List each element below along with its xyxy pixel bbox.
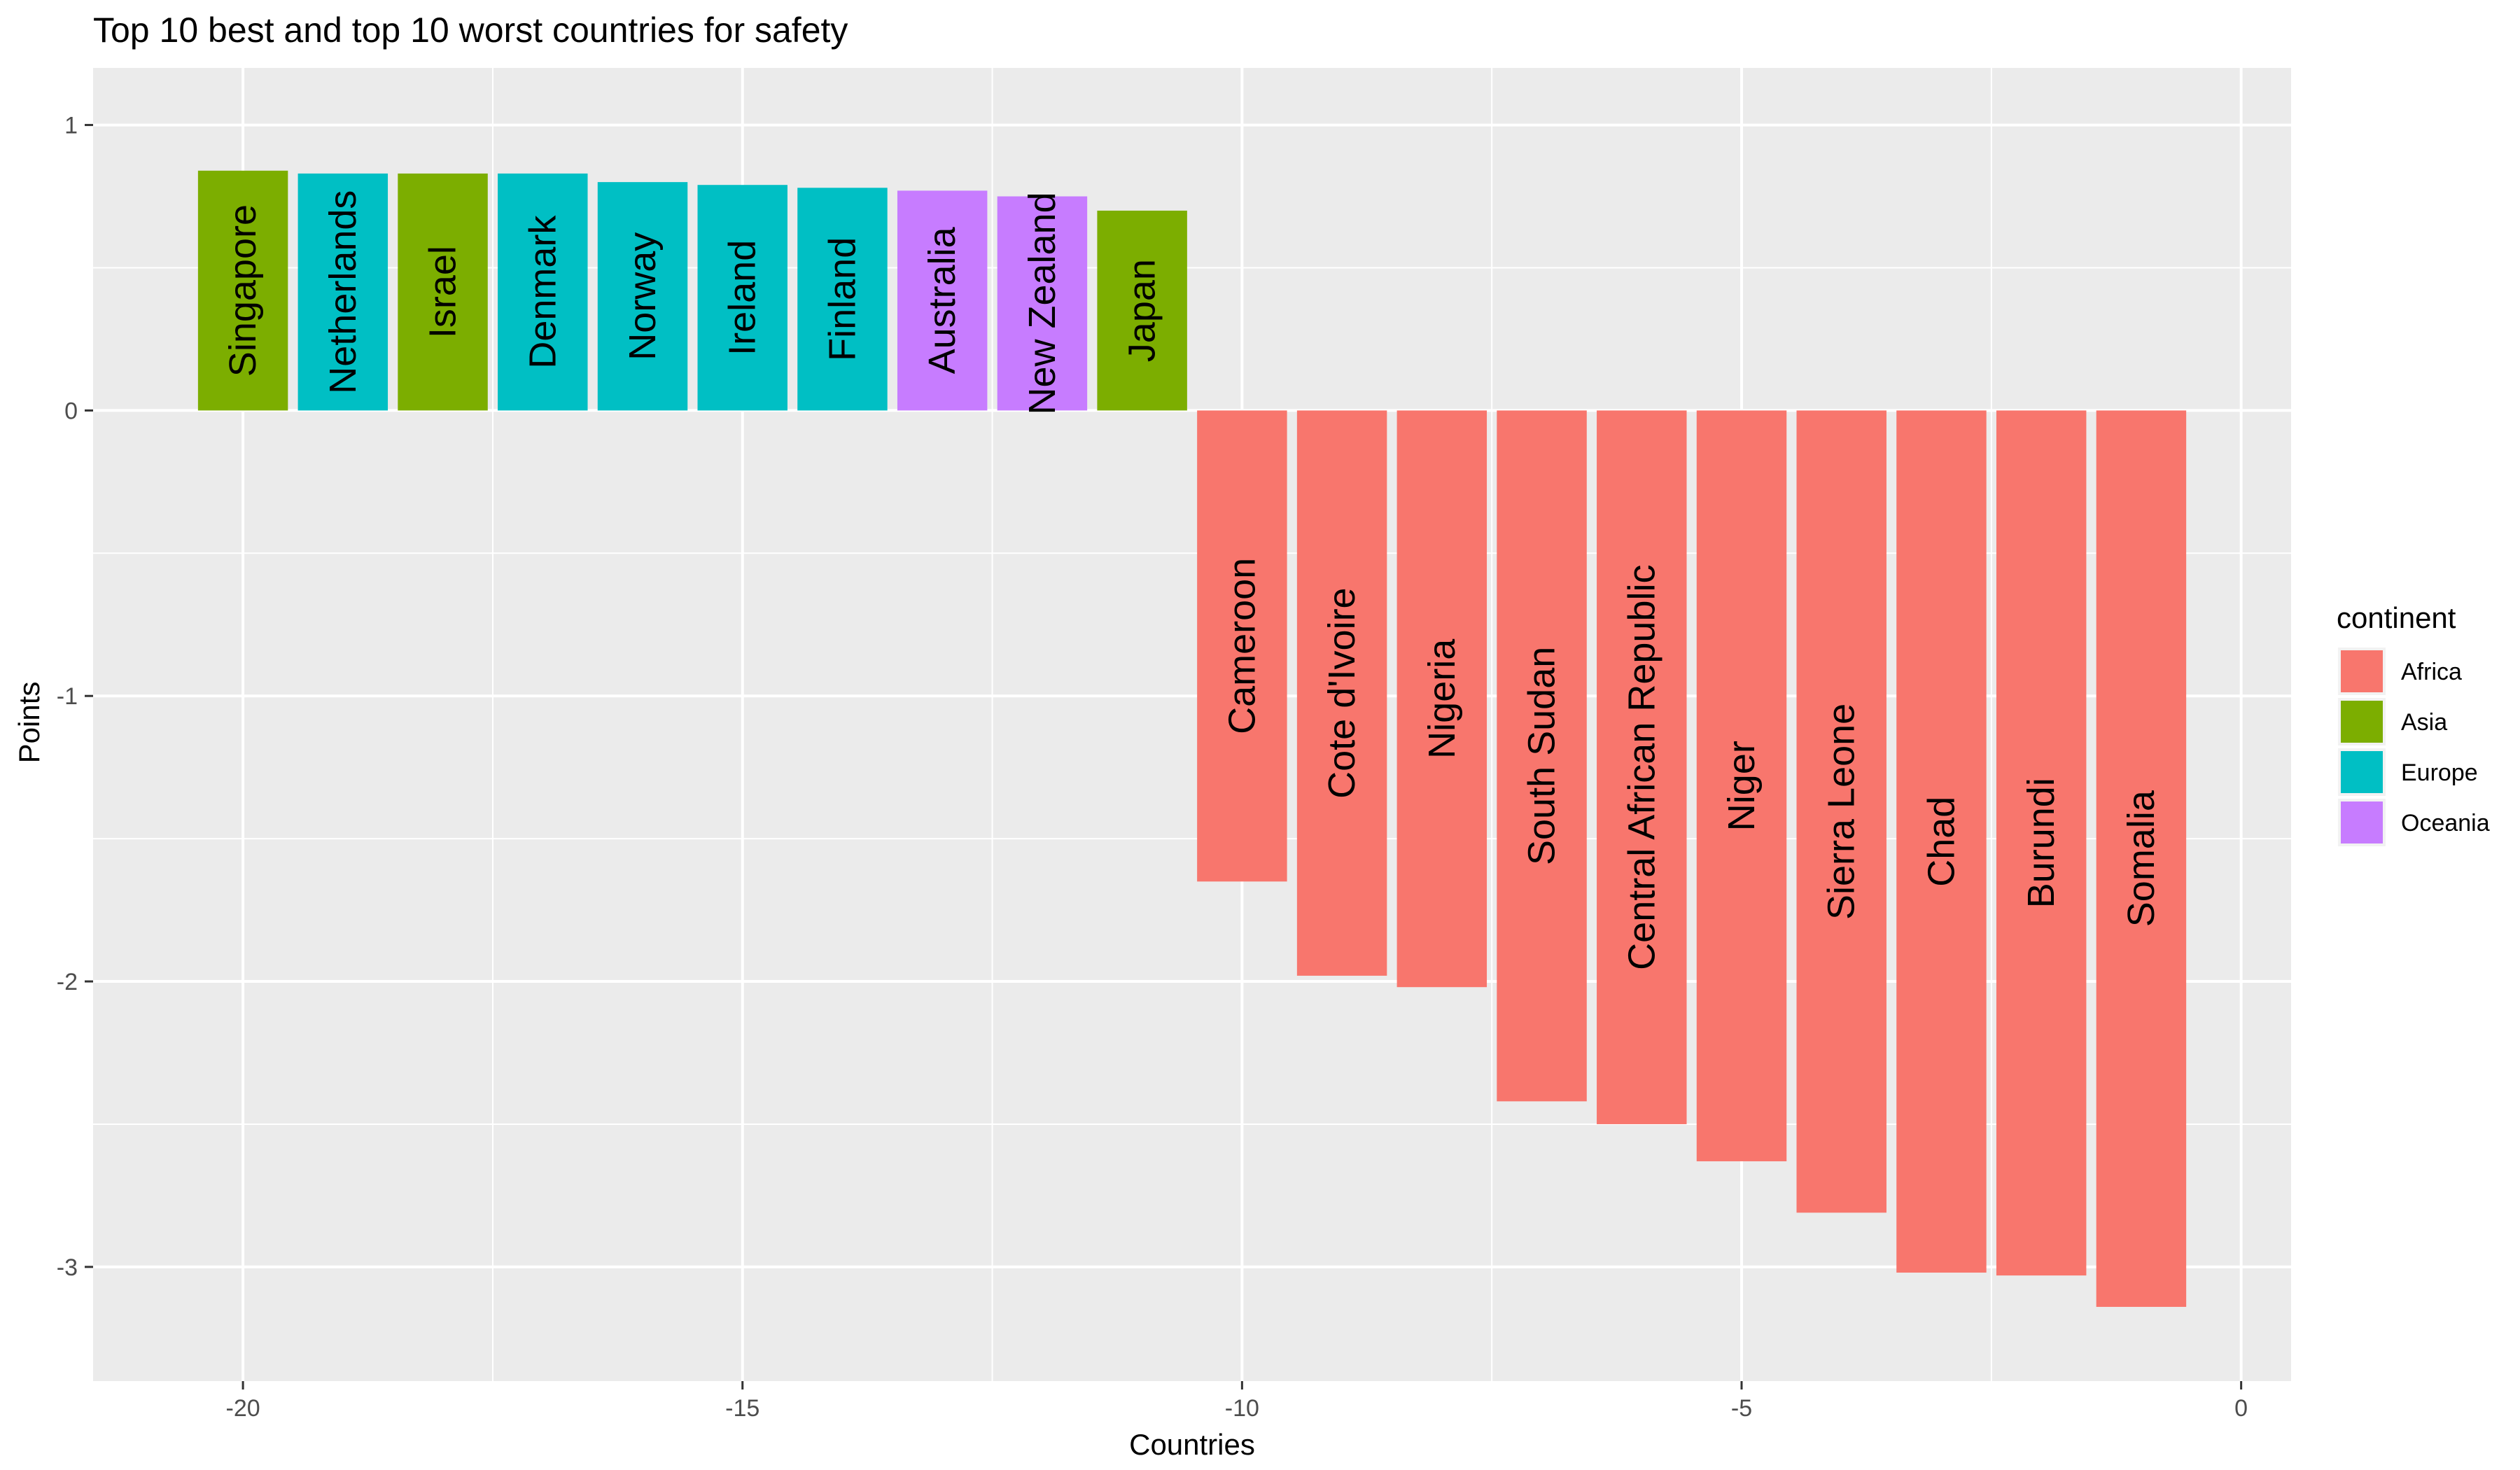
legend-swatch-europe	[2341, 751, 2383, 793]
bar-sierra-leone	[1796, 410, 1886, 1213]
legend-label: Oceania	[2401, 810, 2490, 836]
bar-label: Somalia	[2120, 790, 2162, 927]
chart-title: Top 10 best and top 10 worst countries f…	[93, 10, 848, 50]
bar-label: Burundi	[2020, 778, 2062, 908]
bar-label: Niger	[1721, 741, 1763, 831]
bar-cameroon	[1197, 410, 1287, 882]
bar-norway	[597, 182, 688, 411]
legend-swatch-africa	[2341, 650, 2383, 692]
bar-label: Ireland	[722, 240, 764, 356]
x-axis-title: Countries	[1129, 1428, 1255, 1461]
bar-label: Japan	[1121, 259, 1163, 362]
bar-label: Denmark	[522, 215, 564, 369]
bar-nigeria	[1396, 410, 1488, 988]
legend-swatch-oceania	[2341, 802, 2383, 844]
bar-label: Netherlands	[322, 190, 364, 394]
x-tick-label: 0	[2234, 1395, 2248, 1422]
bar-finland	[797, 188, 888, 411]
bars	[197, 170, 2187, 1307]
x-tick-label: -20	[226, 1395, 260, 1422]
bar-new-zealand	[997, 196, 1088, 411]
bar-australia	[897, 190, 988, 411]
bar-label: Chad	[1920, 797, 1962, 887]
bar-cote-d-ivoire	[1296, 410, 1387, 976]
x-tick-label: -10	[1225, 1395, 1259, 1422]
bar-niger	[1696, 410, 1787, 1161]
y-tick-label: -3	[57, 1254, 78, 1281]
y-tick-label: -1	[57, 683, 78, 710]
bar-label: Nigeria	[1421, 638, 1463, 759]
y-tick-label: 1	[64, 113, 78, 139]
bar-label: South Sudan	[1521, 647, 1563, 865]
y-axis-title: Points	[13, 682, 46, 764]
y-tick-label: -2	[57, 969, 78, 995]
bar-label: Cameroon	[1221, 558, 1263, 734]
bar-singapore	[197, 170, 288, 411]
legend-swatch-asia	[2341, 701, 2383, 743]
legend-label: Europe	[2401, 760, 2478, 786]
bar-central-african-republic	[1597, 410, 1687, 1124]
legend-label: Africa	[2401, 659, 2462, 685]
bar-burundi	[1996, 410, 2087, 1276]
x-tick-label: -15	[725, 1395, 760, 1422]
bar-label: Finland	[821, 237, 863, 361]
bar-label: Central African Republic	[1620, 565, 1662, 970]
bar-south-sudan	[1497, 410, 1587, 1102]
x-tick-label: -5	[1731, 1395, 1752, 1422]
legend-title: continent	[2337, 601, 2456, 634]
bar-israel	[398, 173, 488, 411]
y-tick-label: 0	[64, 398, 78, 424]
bar-label: Sierra Leone	[1821, 704, 1863, 920]
bar-chad	[1896, 410, 1987, 1273]
bar-label: Israel	[422, 246, 464, 338]
bar-label: Australia	[921, 226, 963, 374]
legend: continent Africa Asia Europe Oceania	[2337, 601, 2490, 846]
bar-somalia	[2096, 410, 2187, 1307]
x-axis: -20 -15 -10 -5 0	[226, 1381, 2248, 1422]
bar-label: Norway	[622, 232, 664, 360]
bar-ireland	[697, 185, 788, 411]
bar-japan	[1097, 210, 1187, 411]
bar-label: Singapore	[222, 204, 264, 377]
legend-label: Asia	[2401, 709, 2447, 736]
bar-netherlands	[298, 173, 388, 411]
bar-denmark	[498, 173, 588, 411]
bar-label: New Zealand	[1021, 192, 1063, 414]
bar-labels: Singapore Netherlands Israel Denmark Norway I…	[222, 190, 2162, 970]
y-axis: 1 0 -1 -2 -3	[57, 113, 93, 1281]
bar-label: Cote d'Ivoire	[1321, 587, 1363, 798]
